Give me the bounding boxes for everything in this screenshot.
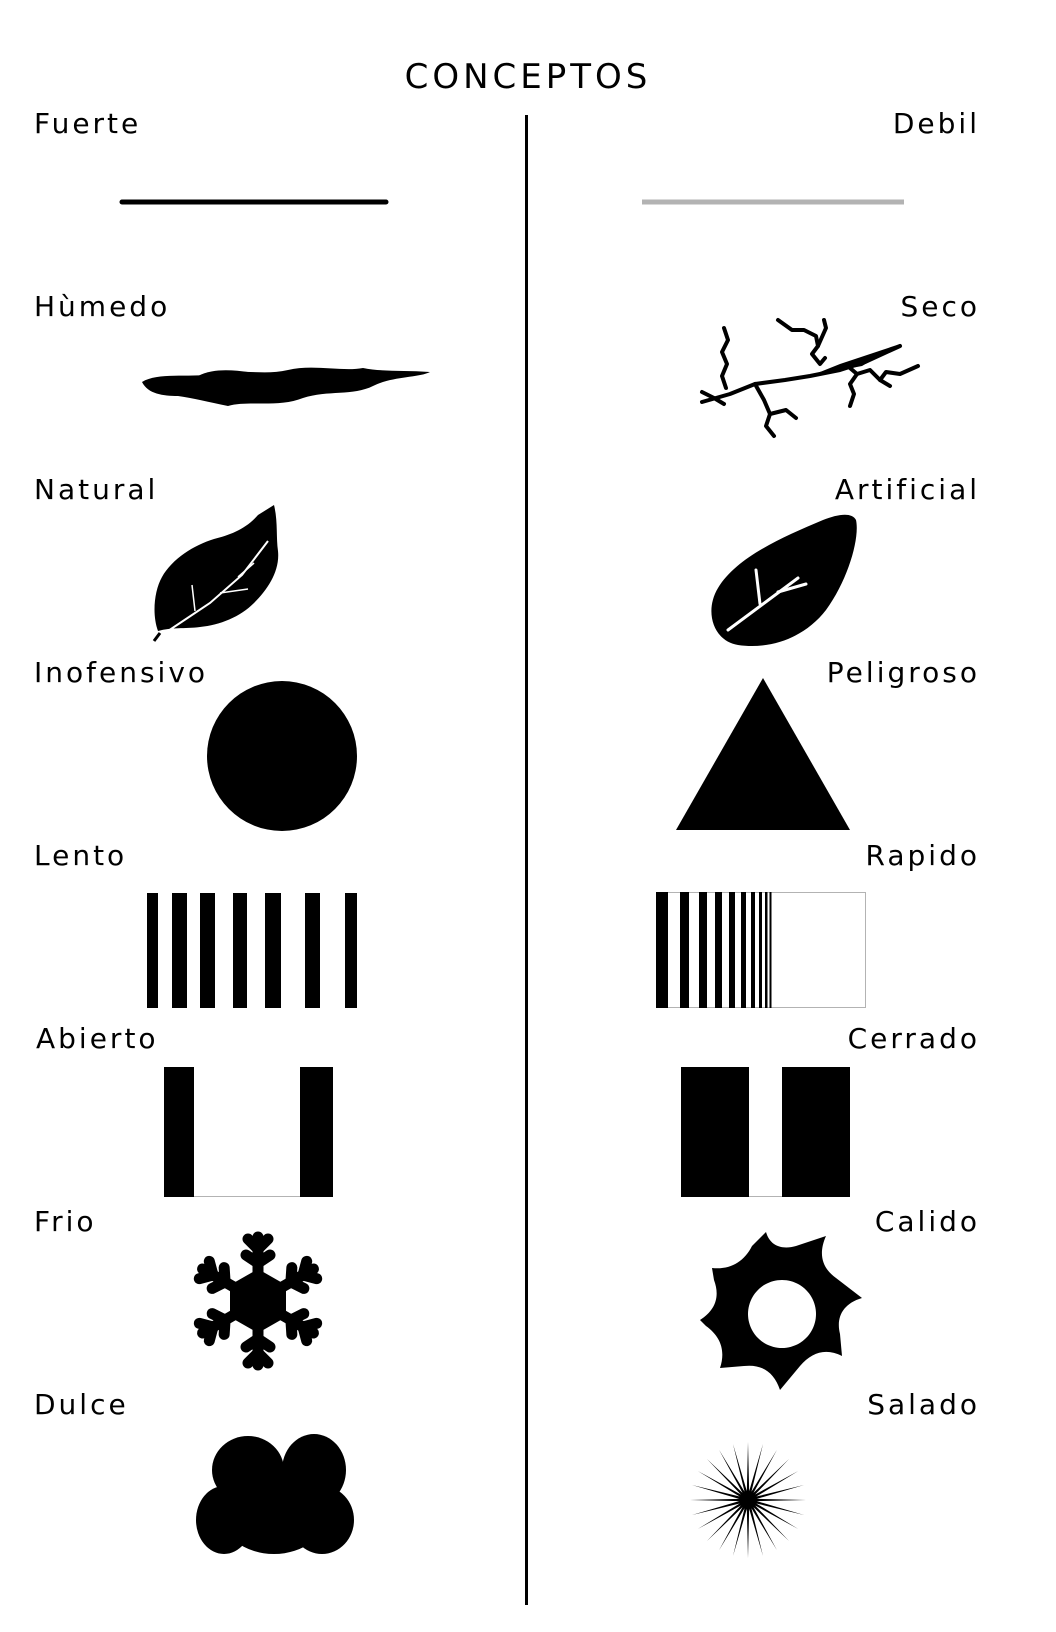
closed-bars-icon	[681, 1067, 850, 1197]
open-bars-icon	[164, 1067, 333, 1197]
cloud-icon	[196, 1434, 354, 1554]
label-cerrado: Cerrado	[847, 1022, 980, 1055]
label-abierto: Abierto	[36, 1022, 159, 1055]
label-lento: Lento	[34, 839, 128, 872]
dry-cracks-icon	[700, 318, 920, 438]
label-seco: Seco	[900, 290, 980, 323]
label-dulce: Dulce	[34, 1388, 129, 1421]
label-fuerte: Fuerte	[34, 107, 142, 140]
label-humedo: Hùmedo	[34, 290, 171, 323]
wet-blob-icon	[142, 367, 430, 406]
label-debil: Debil	[892, 107, 980, 140]
label-rapido: Rapido	[865, 839, 980, 872]
label-artificial: Artificial	[834, 473, 980, 506]
label-inofensivo: Inofensivo	[34, 656, 209, 689]
thin-gray-line-icon	[642, 199, 904, 205]
page-title: CONCEPTOS	[404, 57, 652, 97]
artificial-leaf-icon	[711, 514, 857, 647]
circle-icon	[207, 681, 357, 831]
label-frio: Frio	[34, 1205, 97, 1238]
label-peligroso: Peligroso	[826, 656, 980, 689]
sun-icon	[700, 1232, 862, 1390]
center-divider	[525, 115, 528, 1605]
label-calido: Calido	[874, 1205, 980, 1238]
even-stripes-icon	[147, 893, 357, 1008]
starburst-shape	[690, 1442, 806, 1558]
starburst-icon	[690, 1442, 806, 1558]
thick-dark-line-icon	[119, 199, 389, 205]
triangle-icon	[676, 678, 850, 830]
accelerating-stripes-icon	[656, 892, 866, 1008]
label-natural: Natural	[34, 473, 159, 506]
snowflake-icon	[193, 1231, 323, 1371]
natural-leaf-icon	[152, 505, 279, 642]
label-salado: Salado	[867, 1388, 980, 1421]
